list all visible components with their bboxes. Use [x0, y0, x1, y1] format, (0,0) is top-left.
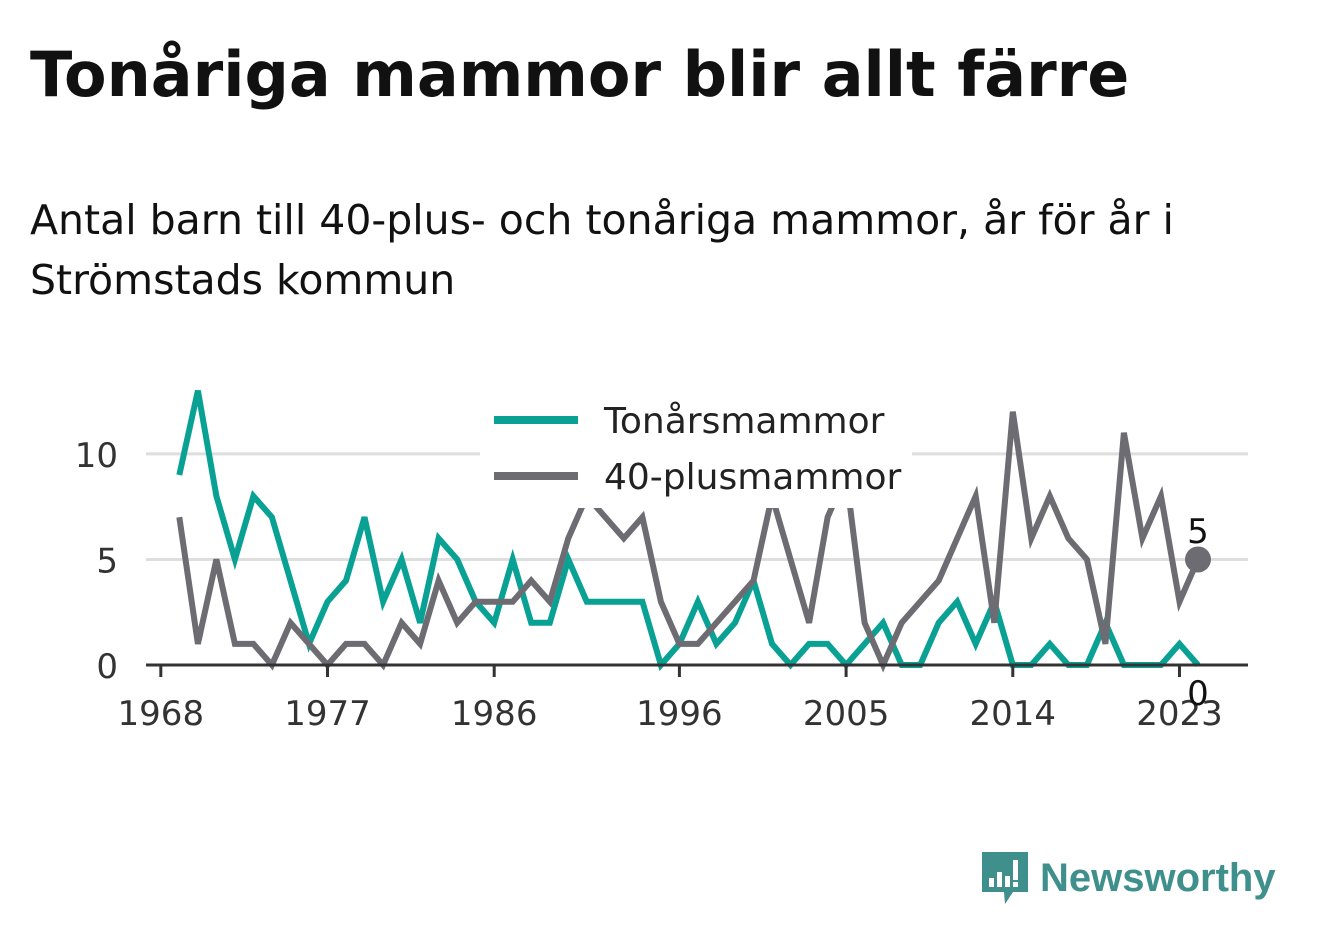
newsworthy-logo-icon [982, 852, 1028, 904]
end-point-marker [1184, 546, 1211, 573]
x-tick-label: 2023 [1136, 694, 1223, 734]
y-tick-label: 0 [96, 647, 118, 687]
chart-subtitle: Antal barn till 40-plus- och tonåriga ma… [30, 196, 1174, 304]
legend-label: 40-plusmammor [604, 457, 902, 498]
end-labels: 50 [1184, 512, 1211, 714]
legend-label: Tonårsmammor [603, 401, 885, 442]
x-tick-label: 1986 [451, 694, 538, 734]
x-tick-label: 2005 [803, 694, 890, 734]
y-tick-label: 10 [75, 436, 118, 476]
series-line-2 [176, 411, 1201, 673]
brand: Newsworthy [980, 848, 1276, 908]
x-tick-label: 1996 [636, 694, 723, 734]
x-tick-label: 1968 [118, 694, 205, 734]
brand-name: Newsworthy [1040, 855, 1276, 900]
x-tick-label: 2014 [970, 694, 1057, 734]
legend: Tonårsmammor 40-plusmammor [480, 392, 912, 508]
chart-title: Tonåriga mammor blir allt färre [30, 38, 1130, 111]
x-tick-label: 1977 [284, 694, 371, 734]
legend-background [480, 392, 912, 508]
end-label-40-plus: 5 [1187, 512, 1209, 552]
axis-layer: 0 5 10 1968 1977 1986 1996 2005 2014 2023 [75, 436, 1248, 734]
end-label-tonars: 0 [1187, 674, 1209, 714]
y-tick-label: 5 [96, 541, 118, 581]
